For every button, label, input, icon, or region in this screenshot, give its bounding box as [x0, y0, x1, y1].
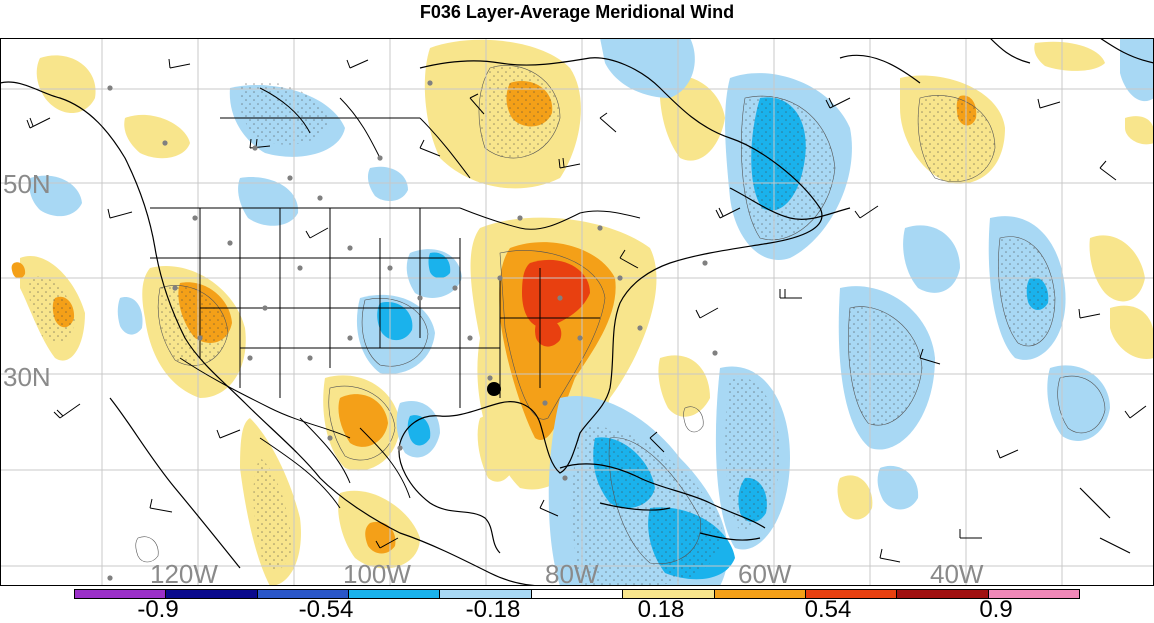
- lon-label-60w: 60W: [738, 559, 792, 586]
- political-borders: [150, 87, 641, 509]
- lat-label-30n: 30N: [3, 362, 51, 392]
- colorbar: [74, 589, 1080, 599]
- colorbar-swatch: [623, 590, 715, 598]
- station-dots: [107, 80, 718, 581]
- coastlines: [0, 38, 1154, 586]
- colorbar-tick-label: 0.54: [804, 596, 852, 623]
- colorbar-tick-label: -0.9: [137, 596, 179, 623]
- colorbar-tick-label: -0.54: [298, 596, 354, 623]
- wind-barbs: [26, 58, 1147, 563]
- colorbar-tick-labels: -0.9 -0.54 -0.18 0.18 0.54 0.9: [0, 597, 1154, 622]
- lon-label-100w: 100W: [343, 559, 411, 586]
- lon-label-40w: 40W: [930, 559, 984, 586]
- colorbar-swatch: [440, 590, 532, 598]
- colorbar-swatch: [166, 590, 258, 598]
- map-panel: 50N 30N 120W 100W 80W 60W 40W: [0, 38, 1154, 586]
- colorbar-tick-label: -0.18: [465, 596, 521, 623]
- lon-label-80w: 80W: [545, 559, 599, 586]
- location-marker: [487, 382, 501, 396]
- colorbar-tick-label: 0.18: [637, 596, 685, 623]
- map-canvas: 50N 30N 120W 100W 80W 60W 40W: [0, 38, 1154, 586]
- map-title: F036 Layer-Average Meridional Wind: [419, 2, 735, 22]
- colorbar-swatch: [257, 590, 350, 598]
- colorbar-tick-label: 0.9: [979, 596, 1013, 623]
- colorbar-swatch: [897, 590, 989, 598]
- lon-label-120w: 120W: [150, 559, 218, 586]
- colorbar-swatch: [349, 590, 441, 598]
- colorbar-swatch: [75, 590, 167, 598]
- lat-label-50n: 50N: [3, 169, 51, 199]
- colorbar-swatch: [714, 590, 806, 598]
- colorbar-swatch: [988, 590, 1079, 598]
- contour-lines: [135, 65, 1106, 565]
- colorbar-swatch: [805, 590, 898, 598]
- graticule: [0, 38, 1154, 586]
- colorbar-swatch: [531, 590, 624, 598]
